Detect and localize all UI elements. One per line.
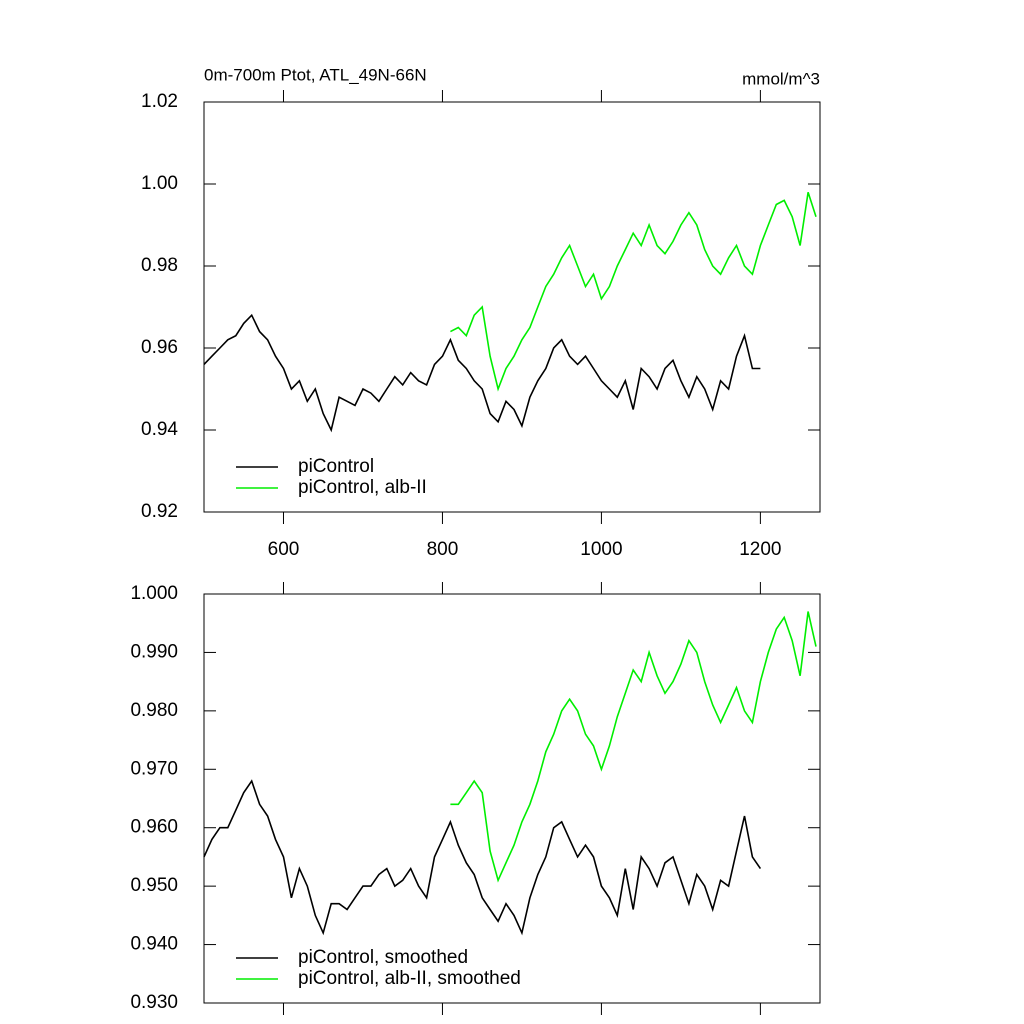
y-tick-label: 0.940 (130, 934, 178, 955)
y-tick-label: 0.980 (130, 700, 178, 721)
y-tick-label: 0.990 (130, 641, 178, 662)
legend-label: piControl, alb-II, smoothed (298, 968, 521, 989)
x-tick-label: 1000 (580, 539, 622, 560)
series-line (450, 611, 817, 883)
y-tick-label: 0.960 (130, 817, 178, 838)
plot-frame (203, 101, 821, 513)
series-line (450, 191, 817, 392)
x-tick-label: 600 (268, 539, 300, 560)
units-label: mmol/m^3 (742, 69, 820, 88)
y-tick-label: 0.98 (141, 255, 178, 276)
y-tick-label: 1.000 (130, 583, 178, 604)
series-line (203, 313, 761, 433)
legend-label: piControl (298, 456, 374, 477)
y-tick-label: 0.930 (130, 992, 178, 1013)
y-tick-label: 0.94 (141, 419, 178, 440)
chart-title: 0m-700m Ptot, ATL_49N-66N (204, 65, 427, 84)
y-tick-label: 1.00 (141, 173, 178, 194)
y-tick-label: 1.02 (141, 91, 178, 112)
x-tick-label: 1200 (739, 539, 781, 560)
y-tick-label: 0.970 (130, 758, 178, 779)
y-tick-label: 0.92 (141, 501, 178, 522)
x-tick-label: 800 (427, 539, 459, 560)
y-tick-label: 0.96 (141, 337, 178, 358)
plot-frame (203, 593, 821, 1004)
y-tick-label: 0.950 (130, 875, 178, 896)
legend-label: piControl, alb-II (298, 477, 427, 498)
series-line (203, 779, 762, 936)
legend-label: piControl, smoothed (298, 947, 468, 968)
